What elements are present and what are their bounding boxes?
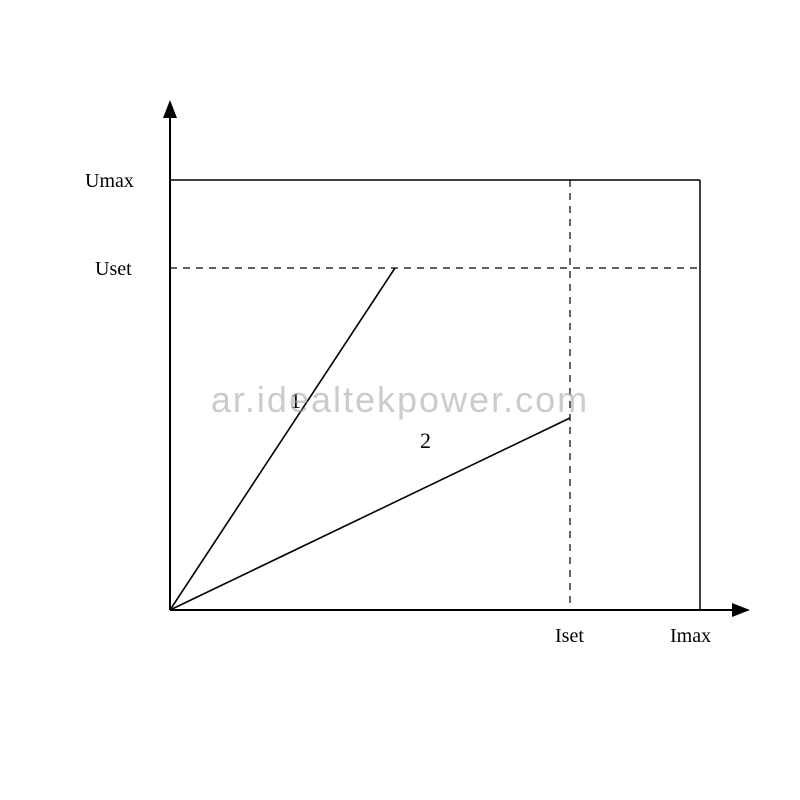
label-umax: Umax: [85, 170, 134, 193]
y-axis-arrow-icon: [163, 100, 177, 118]
label-uset: Uset: [95, 258, 132, 281]
label-imax: Imax: [670, 625, 711, 648]
label-iset: Iset: [555, 625, 584, 648]
chart-canvas: Umax Uset Iset Imax 1 2 ar.idealtekpower…: [0, 0, 800, 800]
x-axis-arrow-icon: [732, 603, 750, 617]
label-line-1: 1: [290, 388, 301, 414]
load-line-1: [170, 268, 395, 610]
label-line-2: 2: [420, 428, 431, 454]
load-line-2: [170, 418, 570, 610]
chart-svg: [0, 0, 800, 800]
